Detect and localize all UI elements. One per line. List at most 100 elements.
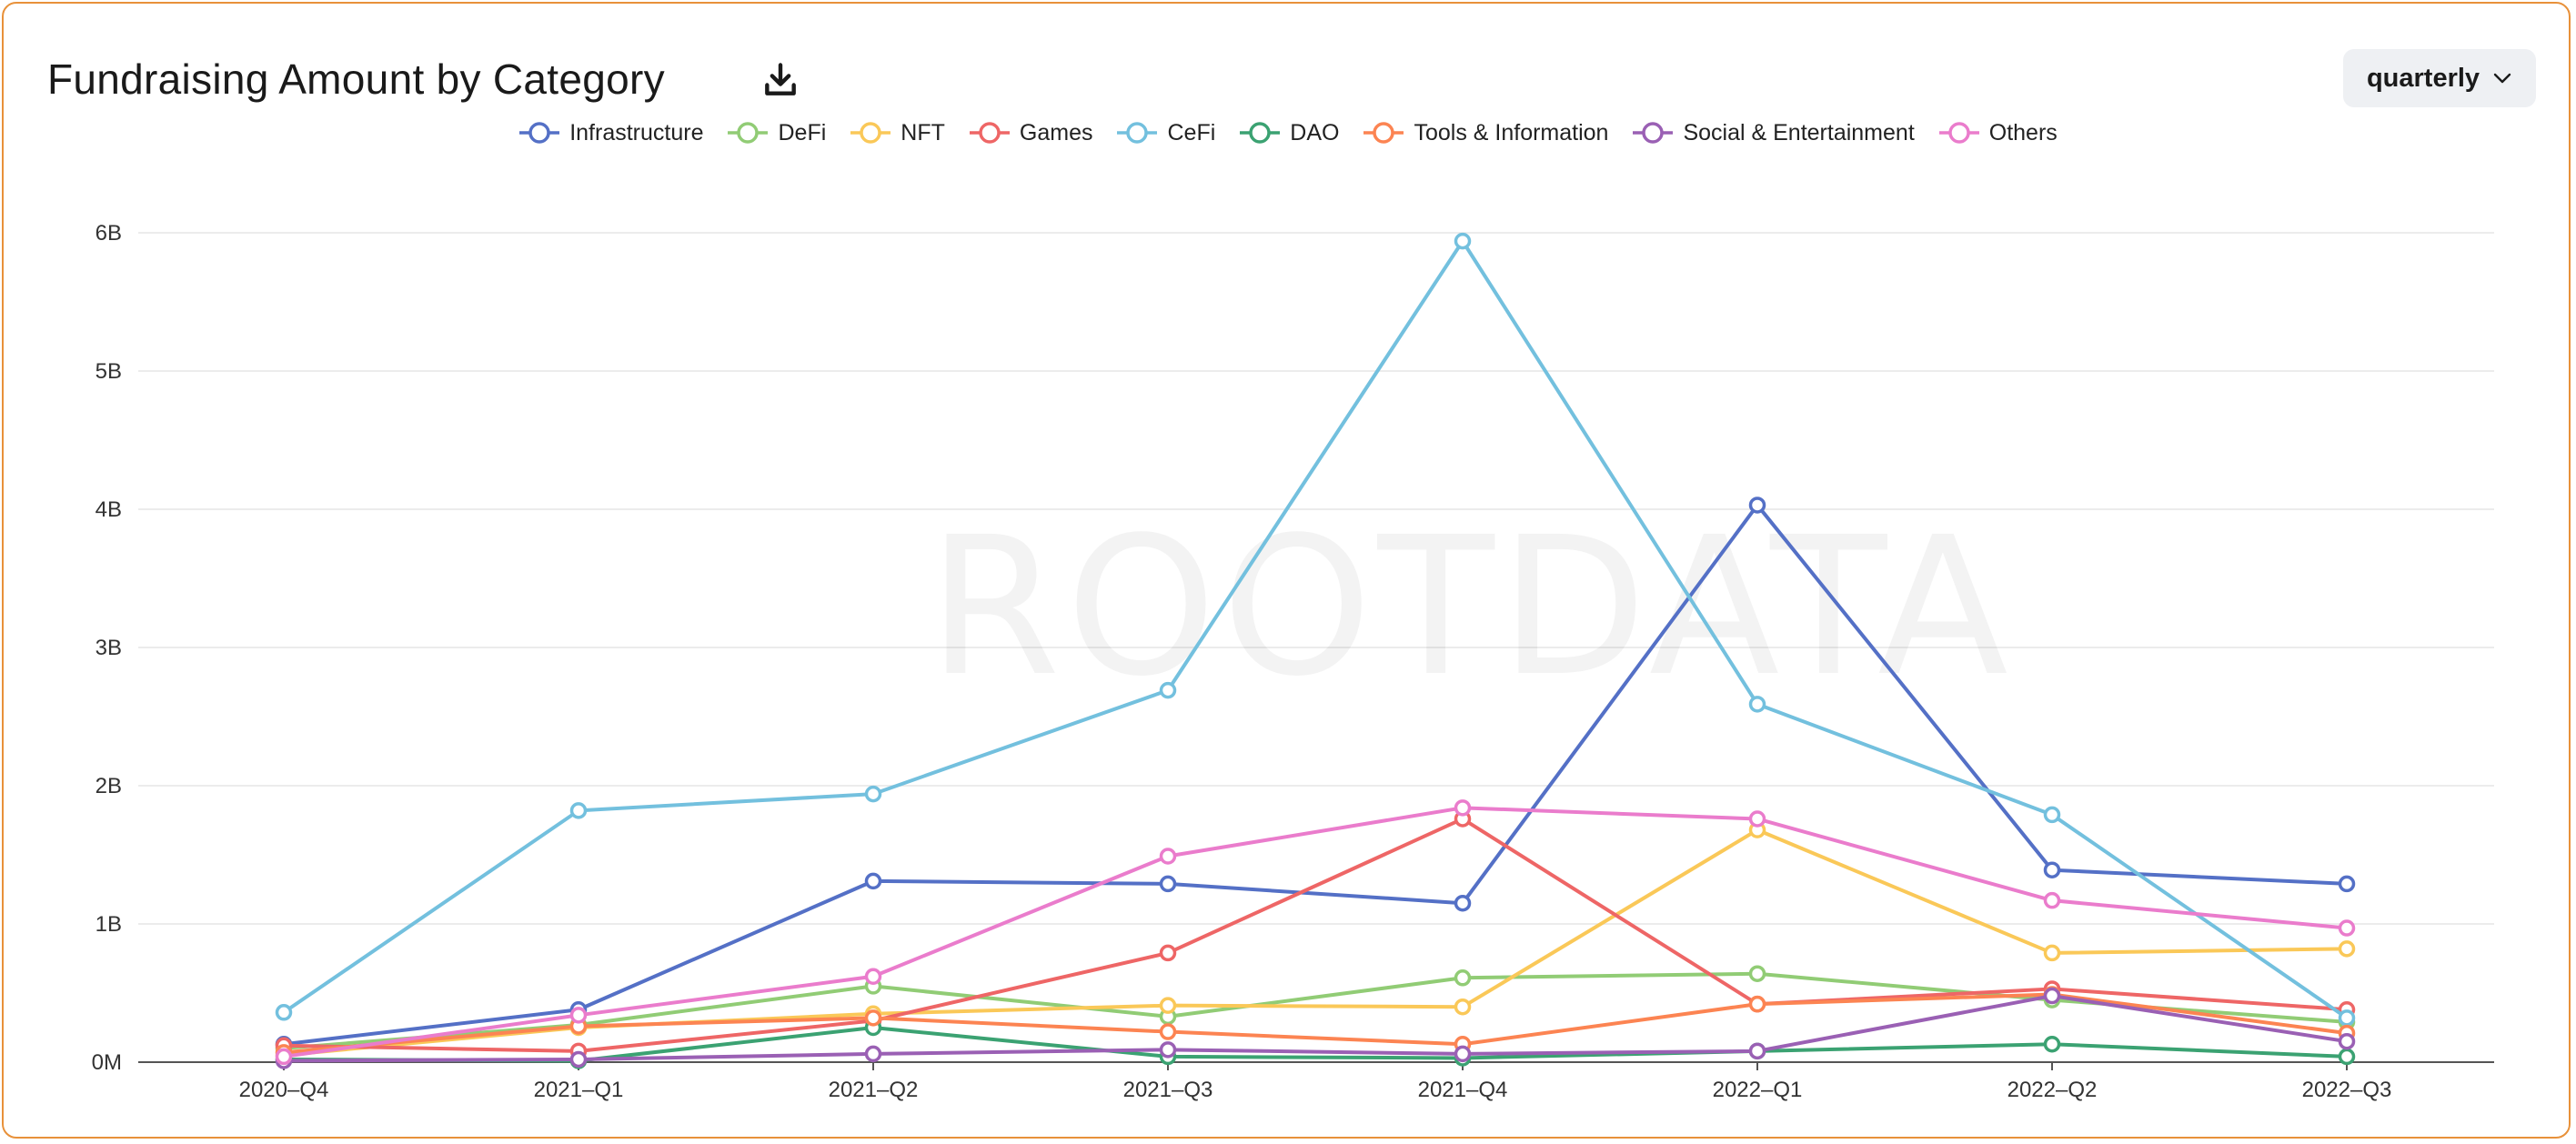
data-point[interactable] [1454,998,1472,1016]
data-point[interactable] [1454,1045,1472,1063]
data-point[interactable] [1748,497,1766,514]
chart-legend: Infrastructure DeFi NFT Games CeFi DAO Tools &… [0,115,2576,151]
legend-label: Social & Entertainment [1683,119,1915,146]
data-point[interactable] [1159,944,1177,962]
legend-label: Others [1988,119,2058,146]
x-tick-label: 2020–Q4 [239,1078,329,1102]
data-point[interactable] [864,872,882,890]
legend-marker-icon [519,122,560,144]
data-point[interactable] [1748,696,1766,713]
legend-label: DeFi [778,119,827,146]
data-point[interactable] [1454,232,1472,250]
watermark-text: ROOTDATA [928,496,2014,718]
legend-item-games[interactable]: Games [969,119,1093,146]
legend-item-infrastructure[interactable]: Infrastructure [518,120,703,146]
legend-item-nft[interactable]: NFT [850,120,945,146]
legend-item-social-entertainment[interactable]: Social & Entertainment [1632,119,1915,146]
data-point[interactable] [2338,1009,2356,1027]
y-tick-label: 3B [96,636,122,660]
data-point[interactable] [275,1004,293,1021]
y-tick-label: 5B [96,359,122,384]
legend-label: DAO [1290,119,1340,146]
data-point[interactable] [1748,810,1766,828]
data-point[interactable] [864,1045,882,1063]
data-point[interactable] [2043,987,2061,1005]
data-point[interactable] [1748,1042,1766,1060]
legend-item-tools-information[interactable]: Tools & Information [1363,120,1608,146]
data-point[interactable] [2043,944,2061,962]
x-tick-label: 2021–Q2 [829,1078,919,1102]
legend-marker-icon [1938,122,1979,144]
period-select[interactable]: quarterly [2343,49,2536,107]
legend-item-cefi[interactable]: CeFi [1116,120,1215,146]
legend-marker-icon [728,122,769,144]
data-point[interactable] [1454,969,1472,987]
x-tick-label: 2021–Q1 [534,1078,624,1102]
data-point[interactable] [1748,995,1766,1013]
series-line [283,992,2348,1055]
legend-label: Games [1019,119,1093,146]
data-point[interactable] [1159,875,1177,893]
data-point[interactable] [569,802,588,819]
legend-item-others[interactable]: Others [1938,120,2058,146]
legend-marker-icon [1633,122,1674,144]
data-point[interactable] [569,1007,588,1024]
series-cefi[interactable] [275,232,2356,1027]
download-icon[interactable] [760,60,800,100]
data-point[interactable] [1159,1041,1177,1059]
x-tick-label: 2021–Q4 [1418,1078,1508,1102]
y-tick-label: 1B [96,912,122,937]
series-line [283,503,2348,1047]
series-defi[interactable] [275,965,2356,1058]
data-point[interactable] [1159,1023,1177,1040]
period-select-value: quarterly [2366,63,2480,93]
legend-label: Tools & Information [1414,119,1609,146]
x-tick-label: 2022–Q3 [2302,1078,2392,1102]
data-point[interactable] [1159,997,1177,1014]
series-lines [275,232,2356,1069]
data-point[interactable] [2338,919,2356,937]
data-point[interactable] [2043,1035,2061,1053]
x-tick-label: 2022–Q1 [1713,1078,1803,1102]
series-games[interactable] [275,810,2356,1060]
legend-label: CeFi [1167,119,1216,146]
data-point[interactable] [569,1050,588,1069]
data-point[interactable] [1748,965,1766,982]
series-line [283,817,2348,1053]
legend-label: NFT [901,119,945,146]
data-point[interactable] [2338,875,2356,893]
chevron-down-icon [2493,73,2511,84]
legend-marker-icon [1117,122,1158,144]
y-tick-label: 2B [96,774,122,798]
series-others[interactable] [275,799,2356,1066]
series-line [283,1026,2348,1063]
legend-marker-icon [1363,122,1404,144]
data-point[interactable] [2043,891,2061,909]
legend-marker-icon [850,122,891,144]
legend-item-dao[interactable]: DAO [1239,120,1339,146]
data-point[interactable] [864,968,882,986]
series-line [283,806,2348,1059]
y-tick-label: 6B [96,221,122,246]
data-point[interactable] [1454,799,1472,817]
data-point[interactable] [2338,940,2356,958]
legend-label: Infrastructure [569,119,704,146]
data-point[interactable] [864,785,882,803]
series-line [283,994,2348,1063]
legend-item-defi[interactable]: DeFi [727,120,826,146]
data-point[interactable] [1159,681,1177,699]
y-tick-label: 0M [92,1050,122,1075]
data-point[interactable] [2338,1048,2356,1066]
legend-marker-icon [1240,122,1281,144]
data-point[interactable] [2043,861,2061,878]
data-point[interactable] [1159,848,1177,865]
data-point[interactable] [275,1048,293,1066]
y-tick-label: 4B [96,497,122,522]
legend-marker-icon [969,122,1010,144]
data-point[interactable] [864,1009,882,1027]
data-point[interactable] [2043,806,2061,824]
data-point[interactable] [2338,1032,2356,1050]
data-point[interactable] [1454,894,1472,912]
